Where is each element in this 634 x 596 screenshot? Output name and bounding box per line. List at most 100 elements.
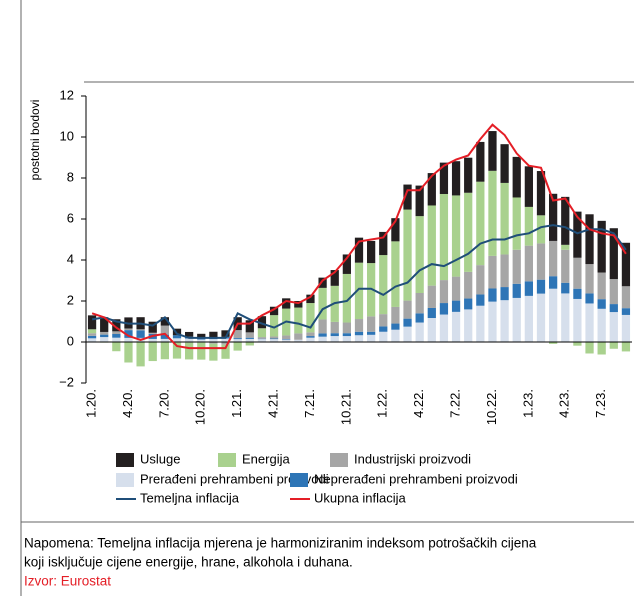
bar-segment: [512, 249, 521, 284]
bar-segment: [269, 306, 279, 316]
bar-segment: [306, 303, 315, 333]
bar-segment: [585, 342, 594, 354]
bar-segment: [476, 294, 485, 306]
bar-segment: [391, 218, 400, 242]
bar-segment: [427, 205, 436, 286]
bar-segment: [512, 297, 521, 342]
bar-segment: [391, 241, 400, 307]
bar-segment: [245, 338, 254, 342]
bar-segment: [294, 339, 303, 342]
bar-segment: [185, 331, 194, 337]
legend-label: Prerađeni prehrambeni proizvodi: [140, 471, 329, 486]
bar-segment: [561, 282, 570, 294]
bar-segment: [379, 326, 388, 332]
legend-swatch: [116, 453, 134, 467]
bar-segment: [597, 220, 606, 273]
bar-segment: [415, 293, 424, 314]
bar-segment: [354, 237, 364, 263]
bar-segment: [148, 342, 157, 362]
legend-label: Usluge: [140, 451, 180, 466]
bar-segment: [379, 314, 388, 327]
bar-segment: [621, 286, 631, 309]
bar-segment: [585, 303, 594, 342]
bar-segment: [282, 339, 291, 342]
x-tick-label: 4.20.: [120, 389, 135, 418]
bar-segment: [342, 333, 351, 337]
bar-segment: [221, 338, 230, 342]
bar-segment: [561, 244, 570, 250]
bar-segment: [136, 342, 145, 367]
bar-segment: [464, 309, 473, 342]
bar-segment: [100, 337, 109, 342]
bar-segment: [294, 307, 303, 334]
bar-segment: [306, 294, 315, 304]
bar-segment: [609, 279, 618, 305]
bar-segment: [536, 215, 546, 244]
bar-segment: [379, 331, 388, 342]
y-tick-label: 6: [67, 210, 74, 225]
bar-segment: [282, 335, 291, 340]
bar-segment: [536, 243, 546, 280]
bar-segment: [245, 342, 254, 346]
legend-label: Ukupna inflacija: [314, 490, 407, 505]
bar-segment: [87, 329, 97, 334]
bar-segment: [379, 231, 388, 256]
y-tick-label: 12: [60, 87, 74, 102]
bar-segment: [306, 332, 315, 337]
bar-segment: [524, 206, 533, 246]
bar-segment: [391, 329, 400, 342]
bar-segment: [561, 196, 570, 245]
bar-segment: [464, 157, 473, 193]
x-tick-label: 7.20.: [156, 389, 171, 418]
bar-segment: [597, 308, 606, 342]
bar-segment: [536, 279, 546, 294]
bar-segment: [549, 342, 558, 344]
bar-segment: [451, 161, 461, 196]
bar-segment: [439, 162, 449, 194]
y-tick-label: −2: [59, 374, 74, 389]
x-tick-label: 10.21.: [338, 389, 353, 425]
bar-segment: [160, 342, 169, 360]
bar-segment: [524, 245, 533, 282]
bar-segment: [403, 326, 412, 342]
bar-segment: [148, 332, 157, 334]
bar-segment: [427, 285, 436, 308]
bar-segment: [488, 288, 497, 302]
bar-segment: [512, 283, 521, 298]
bar-segment: [439, 280, 449, 304]
bar-segment: [549, 276, 558, 289]
bar-segment: [451, 276, 461, 301]
bar-segment: [488, 170, 497, 256]
bar-segment: [367, 334, 376, 342]
bar-segment: [342, 273, 351, 323]
bar-segment: [609, 312, 618, 342]
bar-segment: [415, 185, 424, 217]
legend-swatch: [116, 473, 134, 487]
bar-segment: [318, 287, 327, 320]
bar-segment: [318, 333, 327, 337]
bar-segment: [282, 339, 291, 340]
bar-segment: [573, 298, 582, 342]
bar-segment: [269, 315, 279, 337]
bar-segment: [160, 325, 169, 335]
bar-segment: [87, 338, 97, 342]
bar-segment: [294, 333, 303, 340]
legend-label: Neprerađeni prehrambeni proizvodi: [314, 471, 518, 486]
bar-segment: [367, 331, 376, 335]
x-tick-label: 4.22.: [411, 389, 426, 418]
bar-segment: [209, 331, 218, 338]
bar-segment: [87, 333, 97, 336]
x-tick-label: 4.21.: [266, 389, 281, 418]
bar-segment: [367, 316, 376, 332]
bar-segment: [124, 330, 133, 338]
bar-segment: [476, 141, 485, 182]
bar-segment: [100, 331, 109, 335]
bar-segment: [172, 328, 182, 336]
bar-segment: [87, 335, 97, 339]
bar-segment: [221, 344, 230, 359]
bar-segment: [197, 333, 206, 338]
bar-segment: [476, 305, 485, 342]
bar-segment: [609, 342, 618, 349]
bar-segment: [524, 295, 533, 342]
